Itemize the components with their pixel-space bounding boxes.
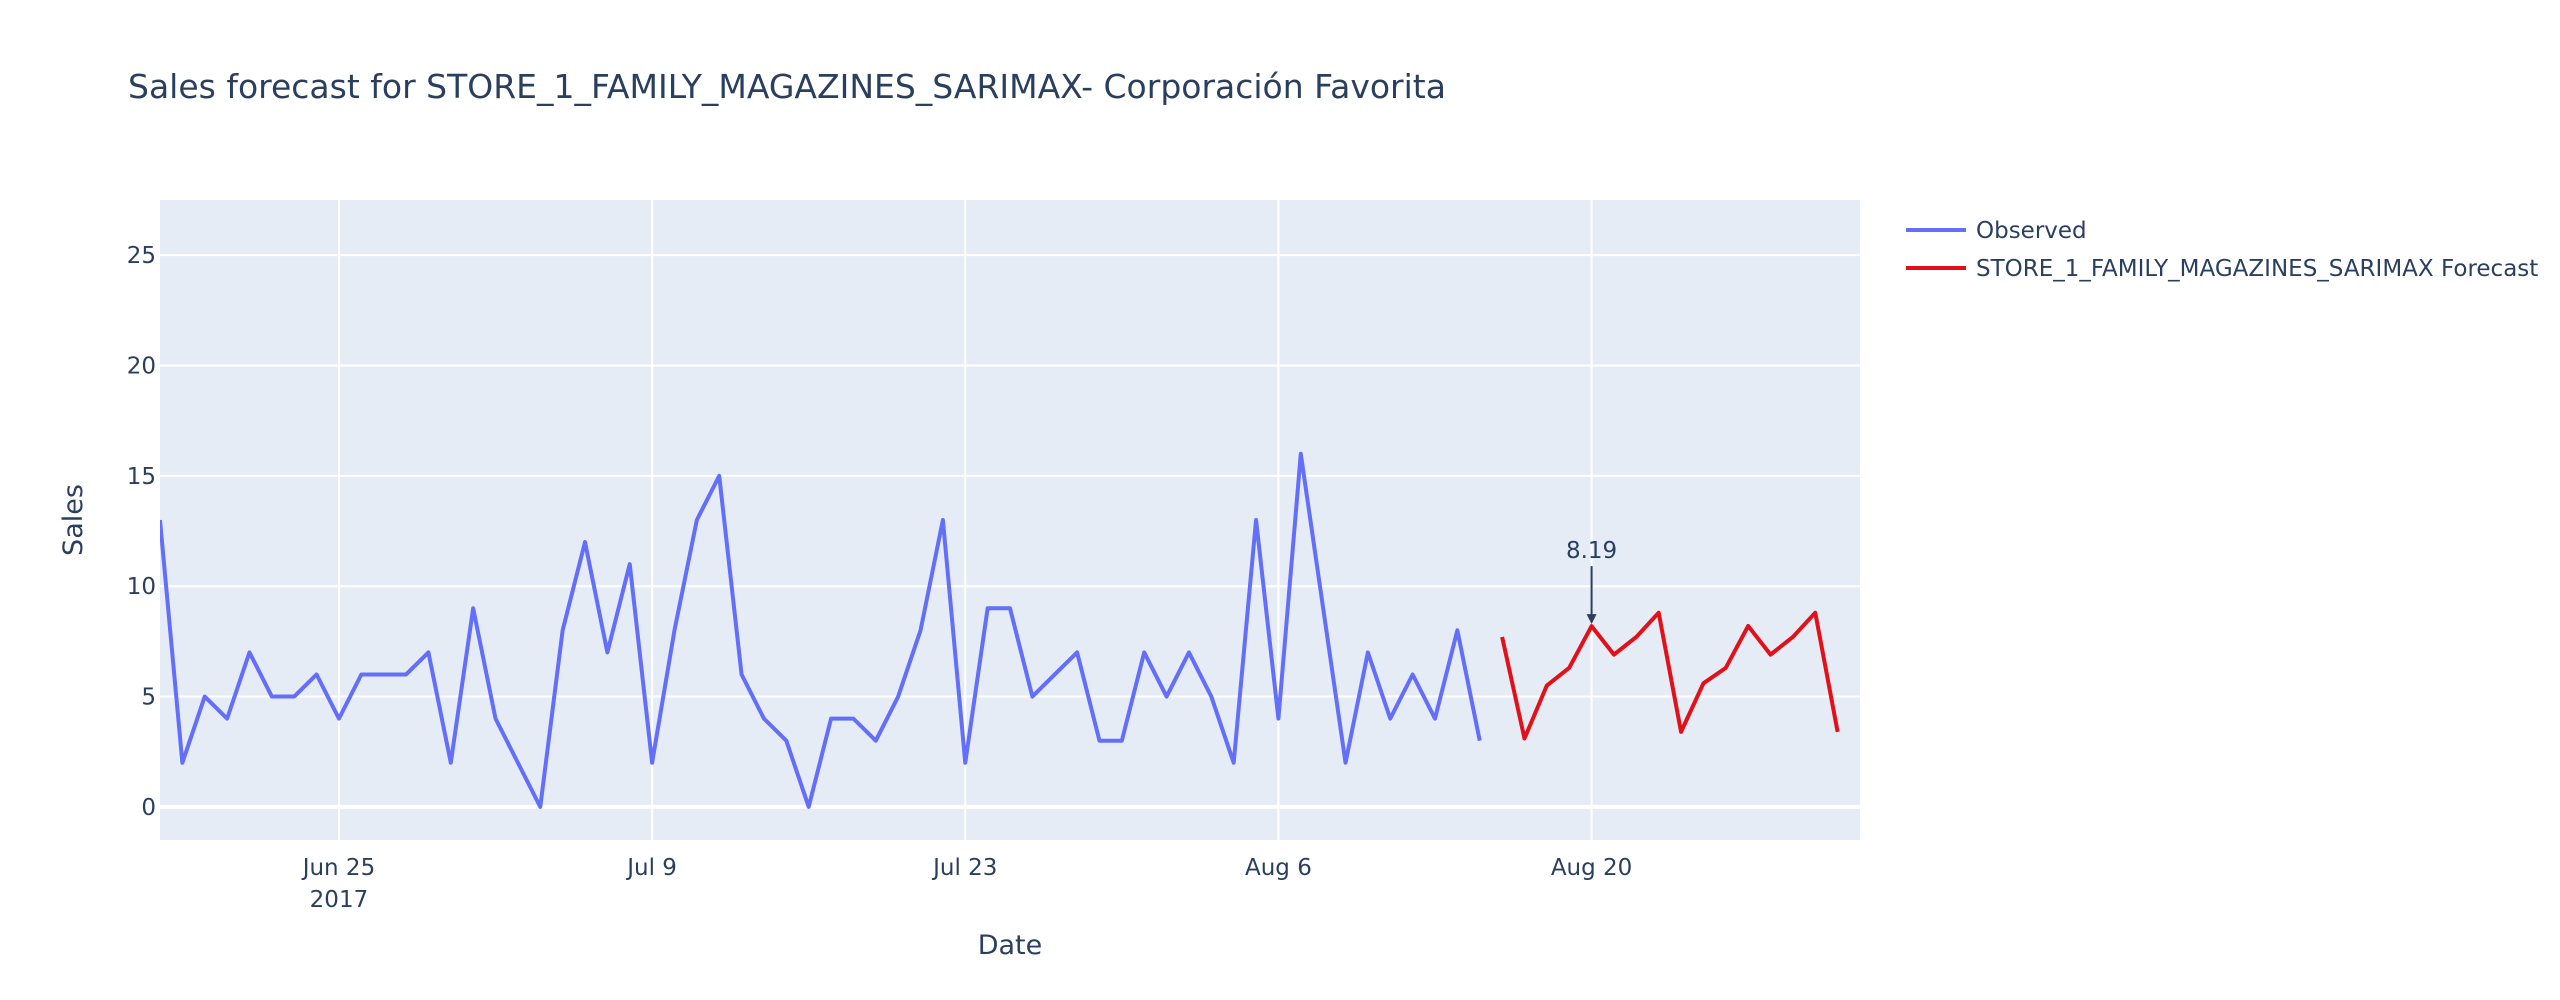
annotation-label: 8.19 [1566,538,1617,564]
y-tick-label: 5 [141,685,156,711]
x-tick-label: Jul 9 [625,855,677,881]
x-tick-label: Jul 23 [931,855,997,881]
annotation-arrow-head [1586,614,1597,625]
y-axis-title: Sales [58,484,89,556]
x-axis-title: Date [978,930,1043,961]
y-axis-ticks: 0 5 10 15 20 25 [127,243,156,821]
chart-title: Sales forecast for STORE_1_FAMILY_MAGAZI… [128,67,1446,106]
y-tick-label: 0 [141,795,156,821]
x-grid [337,200,1593,840]
y-tick-label: 25 [127,243,156,269]
annotation-layer: 8.19 [1566,538,1617,625]
x-tick-sublabel: 2017 [310,887,369,913]
y-tick-label: 15 [127,464,156,490]
series-layer [160,451,1840,809]
plot-area [160,200,1860,840]
x-axis-ticks: Jun 25 2017 Jul 9 Jul 23 Aug 6 Aug 20 [301,855,1633,913]
x-tick-label: Aug 20 [1551,855,1633,881]
y-grid [160,254,1860,809]
legend: Observed STORE_1_FAMILY_MAGAZINES_SARIMAX… [1906,218,2538,282]
y-tick-label: 10 [127,574,156,600]
forecast-series-line [1500,610,1840,741]
x-tick-label: Aug 6 [1245,855,1312,881]
observed-series-line [160,451,1482,809]
legend-label: Observed [1976,218,2087,244]
x-tick-label: Jun 25 [301,855,376,881]
y-tick-label: 20 [127,354,156,380]
legend-label: STORE_1_FAMILY_MAGAZINES_SARIMAX Forecas… [1976,256,2538,282]
